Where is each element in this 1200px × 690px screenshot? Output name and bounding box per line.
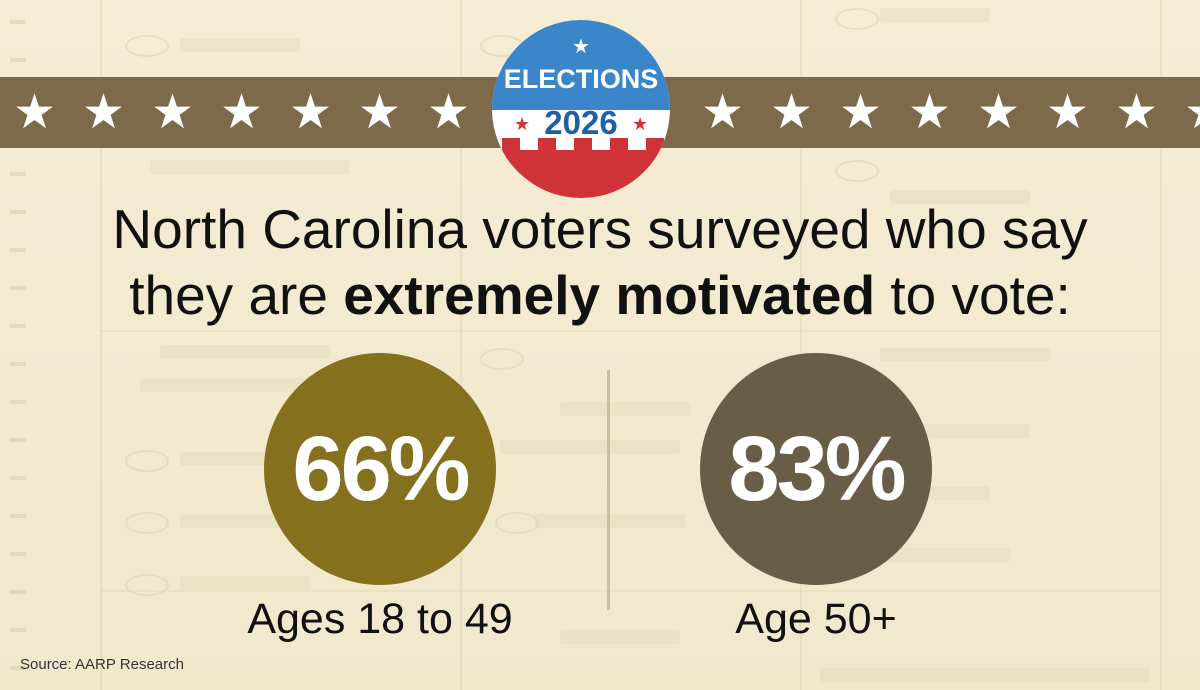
headline-pre: they are [129,264,344,326]
badge-left-star-icon: ★ [514,114,531,134]
category-label: Age 50+ [735,595,897,643]
stars-left: ★ ★ ★ ★ ★ ★ ★ [0,77,483,148]
star-icon: ★ [12,86,57,139]
star-icon: ★ [219,86,264,139]
headline-emphasis: extremely motivated [343,264,876,326]
star-icon: ★ [1171,77,1200,148]
star-icon: ★ [907,86,952,139]
star-icon: ★ [1114,86,1159,139]
star-icon: ★ [426,86,471,139]
badge-star-icon: ★ [572,36,590,58]
stat-circle: 83% [700,353,932,585]
star-icon: ★ [700,86,745,139]
stat-value-label: 83% [728,417,906,520]
divider [607,370,610,610]
badge-right-star-icon: ★ [632,114,649,134]
star-icon: ★ [1045,86,1090,139]
stat-value-label: 66% [292,417,470,520]
category-label: Ages 18 to 49 [247,595,513,643]
headline: North Carolina voters surveyed who say t… [20,196,1180,328]
star-icon: ★ [357,86,402,139]
star-icon: ★ [838,86,883,139]
elections-badge: ★ ELECTIONS ★ ★ 2026 [492,20,670,198]
source-note: Source: AARP Research [20,656,184,673]
star-icon: ★ [769,86,814,139]
star-icon: ★ [150,86,195,139]
badge-red-field [492,150,670,198]
stars-right: ★★★★★★★★ [688,77,1200,148]
headline-post: to vote: [875,264,1071,326]
headline-line-1: North Carolina voters surveyed who say [112,198,1088,260]
star-icon: ★ [976,86,1021,139]
headline-line-2: they are extremely motivated to vote: [20,262,1180,328]
star-icon: ★ [288,86,333,139]
stat-circle: 66% [264,353,496,585]
badge-blue-field [492,20,670,110]
star-icon: ★ [81,86,126,139]
badge-year-text: 2026 [544,104,618,141]
badge-elections-text: ELECTIONS [503,64,659,94]
